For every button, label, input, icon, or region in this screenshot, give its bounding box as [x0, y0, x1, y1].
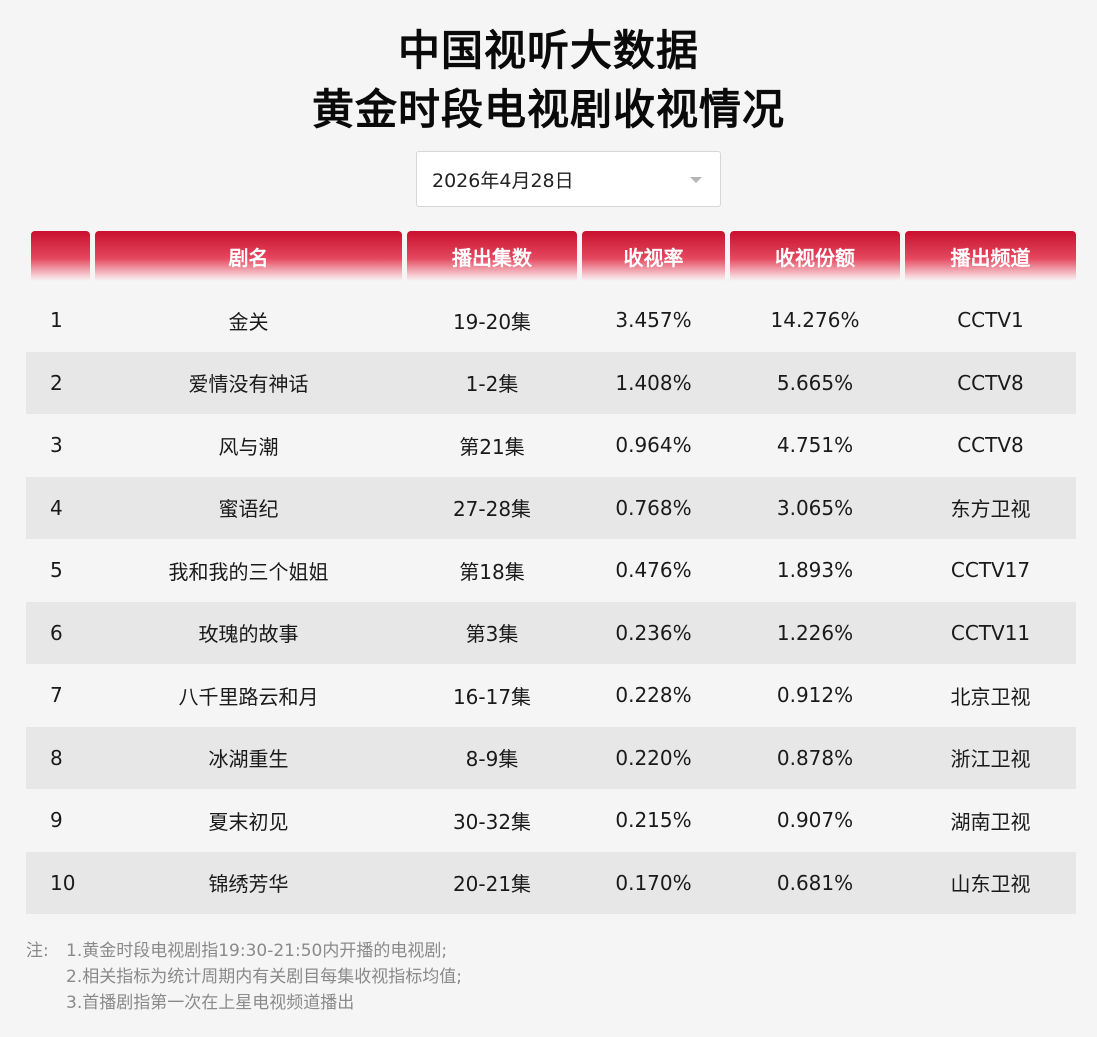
cell-rank: 2 [50, 370, 63, 395]
cell-share: 0.907% [776, 808, 854, 832]
cell-episodes: 20-21集 [452, 872, 532, 896]
table-row: 1 金关 19-20集 3.457% 14.276% CCTV1 [26, 289, 1076, 351]
chevron-down-icon [690, 177, 702, 183]
cell-name: 夏末初见 [208, 809, 289, 834]
column-header-share: 收视份额 [730, 231, 900, 281]
cell-share: 1.893% [776, 558, 854, 582]
footnote-prefix: 注: [26, 941, 49, 961]
cell-rank: 4 [50, 495, 63, 520]
cell-name: 我和我的三个姐姐 [168, 559, 329, 584]
cell-name: 八千里路云和月 [178, 684, 319, 709]
cell-rank: 9 [50, 808, 63, 832]
column-header-rating: 收视率 [582, 231, 725, 281]
footnote-line: 3.首播剧指第一次在上星电视频道播出 [66, 993, 355, 1013]
column-header-name: 剧名 [95, 231, 402, 281]
cell-channel: 东方卫视 [950, 497, 1031, 521]
cell-channel: CCTV8 [957, 433, 1024, 457]
cell-channel: 浙江卫视 [950, 747, 1031, 771]
cell-name: 玫瑰的故事 [198, 622, 299, 646]
column-header-rank [31, 231, 90, 281]
cell-rank: 5 [50, 558, 63, 582]
table-row: 7 八千里路云和月 16-17集 0.228% 0.912% 北京卫视 [26, 664, 1076, 726]
cell-rank: 6 [50, 620, 63, 645]
table-row: 2 爱情没有神话 1-2集 1.408% 5.665% CCTV8 [26, 351, 1076, 414]
cell-rank: 10 [50, 870, 76, 895]
cell-rating: 0.236% [615, 620, 692, 645]
cell-rating: 1.408% [615, 370, 692, 395]
cell-episodes: 第3集 [465, 622, 519, 646]
cell-share: 3.065% [776, 495, 854, 520]
cell-channel: CCTV1 [957, 308, 1024, 332]
cell-share: 1.226% [776, 620, 854, 645]
table-row: 8 冰湖重生 8-9集 0.220% 0.878% 浙江卫视 [26, 726, 1076, 789]
cell-share: 0.681% [776, 870, 854, 895]
cell-rating: 0.228% [615, 683, 692, 707]
cell-name: 金关 [228, 309, 269, 334]
table-row: 6 玫瑰的故事 第3集 0.236% 1.226% CCTV11 [26, 601, 1076, 664]
cell-share: 4.751% [776, 433, 854, 457]
cell-episodes: 8-9集 [465, 747, 519, 771]
cell-rank: 3 [50, 433, 63, 457]
cell-share: 5.665% [776, 370, 854, 395]
cell-rating: 0.476% [615, 558, 692, 582]
cell-episodes: 30-32集 [452, 809, 532, 834]
date-select-value: 2026年4月28日 [432, 169, 574, 192]
footnotes: 注: 1.黄金时段电视剧指19:30-21:50内开播的电视剧; 2.相关指标为… [26, 938, 462, 1016]
cell-channel: CCTV11 [950, 620, 1031, 645]
cell-name: 爱情没有神话 [188, 372, 309, 396]
cell-rank: 8 [50, 745, 63, 770]
table-row: 9 夏末初见 30-32集 0.215% 0.907% 湖南卫视 [26, 789, 1076, 851]
cell-episodes: 第21集 [459, 434, 525, 459]
cell-episodes: 19-20集 [452, 309, 532, 334]
cell-share: 14.276% [770, 308, 860, 332]
cell-episodes: 第18集 [459, 559, 525, 584]
cell-channel: CCTV8 [957, 370, 1024, 395]
cell-name: 冰湖重生 [208, 747, 289, 771]
cell-name: 蜜语纪 [218, 497, 279, 521]
cell-rating: 0.768% [615, 495, 692, 520]
cell-episodes: 27-28集 [452, 497, 532, 521]
table-row: 3 风与潮 第21集 0.964% 4.751% CCTV8 [26, 414, 1076, 476]
cell-rating: 0.215% [615, 808, 692, 832]
table-row: 5 我和我的三个姐姐 第18集 0.476% 1.893% CCTV17 [26, 539, 1076, 601]
cell-rating: 3.457% [615, 308, 692, 332]
cell-channel: 北京卫视 [950, 684, 1031, 709]
cell-share: 0.878% [776, 745, 854, 770]
column-header-episodes: 播出集数 [407, 231, 577, 281]
cell-share: 0.912% [776, 683, 854, 707]
cell-channel: 湖南卫视 [950, 809, 1031, 834]
cell-channel: 山东卫视 [950, 872, 1031, 896]
cell-episodes: 1-2集 [465, 372, 519, 396]
table-row: 4 蜜语纪 27-28集 0.768% 3.065% 东方卫视 [26, 476, 1076, 539]
page-title: 中国视听大数据 [397, 26, 699, 75]
footnote-line: 2.相关指标为统计周期内有关剧目每集收视指标均值; [66, 967, 462, 987]
cell-name: 锦绣芳华 [208, 872, 289, 896]
cell-rating: 0.170% [615, 870, 692, 895]
cell-channel: CCTV17 [950, 558, 1031, 582]
cell-rank: 7 [50, 683, 63, 707]
cell-name: 风与潮 [218, 434, 279, 459]
column-header-channel: 播出频道 [905, 231, 1076, 281]
cell-rating: 0.220% [615, 745, 692, 770]
cell-rating: 0.964% [615, 433, 692, 457]
cell-episodes: 16-17集 [452, 684, 532, 709]
footnote-line: 1.黄金时段电视剧指19:30-21:50内开播的电视剧; [66, 941, 448, 961]
table-row: 10 锦绣芳华 20-21集 0.170% 0.681% 山东卫视 [26, 851, 1076, 914]
page-subtitle: 黄金时段电视剧收视情况 [311, 85, 785, 134]
date-select[interactable]: 2026年4月28日 [416, 151, 721, 207]
cell-rank: 1 [50, 308, 63, 332]
